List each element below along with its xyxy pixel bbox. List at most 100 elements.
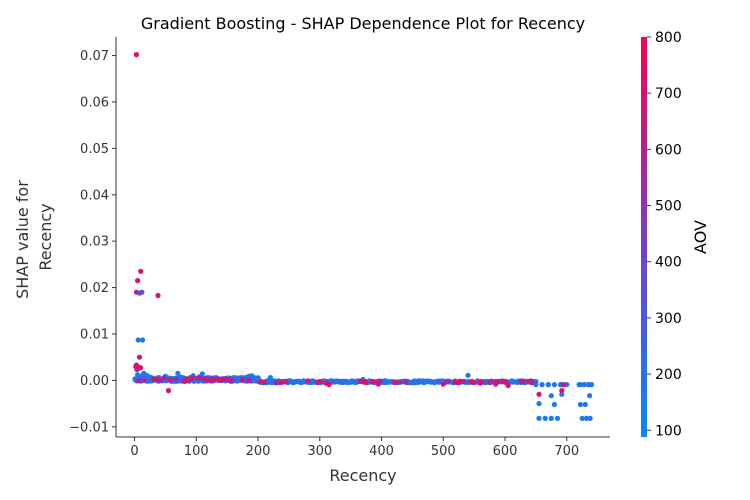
scatter-point [581,382,587,388]
scatter-point [369,378,375,385]
scatter-point [326,382,332,388]
scatter-point [501,378,507,384]
scatter-point [167,377,173,383]
scatter-point [135,278,141,284]
scatter-point [279,379,285,385]
scatter-point [579,415,585,421]
x-tick-label: 100 [184,444,209,459]
scatter-point [344,379,351,385]
scatter-point [512,379,519,385]
scatter-point [161,375,167,381]
scatter-point [559,388,565,394]
y-tick-label: −0.01 [69,420,109,435]
scatter-point [300,378,307,384]
scatter-point [246,378,252,384]
scatter-point [310,378,316,384]
scatter-point [392,379,398,386]
scatter-point [141,377,148,383]
scatter-point [209,377,215,383]
y-tick-label: 0.01 [80,327,109,342]
scatter-point [577,401,584,408]
colorbar-tick-label: 700 [655,86,682,102]
scatter-point [444,378,451,384]
scatter-point [240,377,246,383]
colorbar-tick-label: 300 [655,311,682,327]
y-tick-label: 0.03 [80,235,109,250]
scatter-point [138,268,144,274]
scatter-point [173,376,179,382]
scatter-point [315,379,321,386]
scatter-point [133,363,139,370]
scatter-point [357,378,363,384]
scatter-point [548,415,554,421]
scatter-point [545,382,551,388]
scatter-point [195,375,201,381]
scatter-point [397,379,403,385]
scatter-point [539,382,545,388]
scatter-point [136,378,142,384]
scatter-point [465,372,471,378]
y-tick-label: 0.04 [80,188,109,203]
colorbar: 100 200 300 400 500 600 700 800 AOV [641,30,710,439]
y-tick-label: 0.02 [80,281,109,296]
x-tick-label: 500 [431,444,456,459]
scatter-point [338,379,344,385]
colorbar-title: AOV [691,220,710,254]
scatter-point [135,337,141,343]
scatter-point [352,379,358,386]
x-tick-label: 600 [493,444,518,459]
scatter-point [226,377,232,383]
scatter-point [331,379,337,385]
scatter-point [403,379,409,385]
chart-title: Gradient Boosting - SHAP Dependence Plot… [141,14,585,33]
scatter-point [283,379,289,385]
scatter-point [477,380,483,386]
scatter-point [582,401,588,408]
colorbar-ticks: 100 200 300 400 500 600 700 800 [647,30,682,439]
scatter-point [505,382,511,389]
x-tick-label: 700 [554,444,579,459]
scatter-point [551,401,558,408]
colorbar-tick-label: 200 [655,367,682,383]
scatter-point [422,379,429,385]
scatter-point [140,337,146,343]
scatter-point [508,379,514,385]
y-tick-label: 0.07 [80,49,109,64]
scatter-point [133,52,139,58]
scatter-point [587,415,593,421]
scatter-point [305,378,311,384]
y-tick-label: 0.05 [80,142,109,157]
scatter-point [561,382,567,388]
scatter-point [133,289,139,295]
scatter-point [559,391,565,397]
scatter-point [433,379,439,385]
scatter-point [257,379,264,385]
scatter-point [440,381,446,387]
scatter-point [536,391,542,397]
scatter-point [155,292,161,299]
y-axis-label: SHAP value for Recency [13,175,55,299]
scatter-point [487,379,493,386]
scatter-point [262,379,268,385]
y-axis-label-line-2: Recency [36,203,55,270]
colorbar-tick-label: 100 [655,423,682,439]
scatter-point [296,379,302,385]
colorbar-tick-label: 600 [655,142,682,158]
colorbar-tick-label: 800 [655,30,682,46]
scatter-point [520,379,526,385]
scatter-point [235,375,242,381]
scatter-point [220,376,227,382]
scatter-point [189,375,195,381]
scatter-point [583,415,590,421]
scatter-points [132,52,595,421]
scatter-point [151,377,157,383]
scatter-point [554,415,561,421]
scatter-point [181,378,187,384]
scatter-point [452,379,458,385]
scatter-point [536,415,542,421]
x-tick-label: 0 [130,444,138,459]
scatter-point [138,373,144,379]
scatter-point [542,415,548,421]
scatter-point [363,379,369,385]
